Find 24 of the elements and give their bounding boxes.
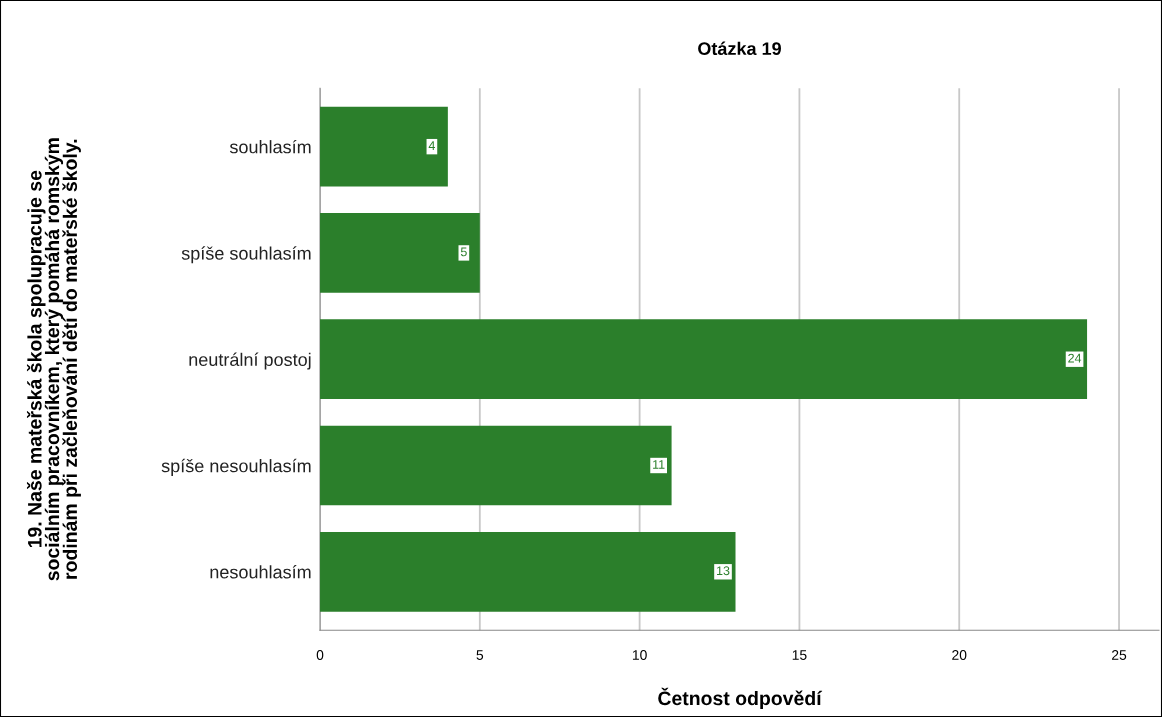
x-axis-title: Četnost odpovědí xyxy=(658,687,823,710)
x-tick-label: 0 xyxy=(316,650,324,660)
y-tick-label: spíše souhlasím xyxy=(181,246,311,264)
data-label: 13 xyxy=(717,566,730,576)
bar xyxy=(320,531,736,612)
y-tick-label: neutrální postoj xyxy=(189,352,311,370)
bar xyxy=(320,106,448,187)
x-tick-label: 25 xyxy=(1112,650,1127,660)
y-tick-label: nesouhlasím xyxy=(210,565,311,579)
y-axis-title: 19. Naše mateřská škola spolupracuje se sociálním pracovníkem, který pomáhá romským rodinám při začleňování dětí do mateřské školy. xyxy=(26,138,81,581)
x-tick-label: 10 xyxy=(632,650,647,660)
y-tick-label: souhlasím xyxy=(229,139,311,154)
y-tick-label: spíše nesouhlasím xyxy=(161,458,311,476)
data-label: 4 xyxy=(428,141,435,150)
x-tick-label: 5 xyxy=(476,650,484,660)
bar xyxy=(320,319,1088,400)
data-label: 24 xyxy=(1068,353,1082,363)
x-tick-label: 15 xyxy=(792,650,807,660)
x-tick-label: 20 xyxy=(952,650,967,660)
data-label: 11 xyxy=(653,460,665,469)
bar xyxy=(320,425,672,506)
chart-title: Otázka 19 xyxy=(698,41,781,56)
bar xyxy=(320,213,480,293)
data-label: 5 xyxy=(460,247,467,257)
